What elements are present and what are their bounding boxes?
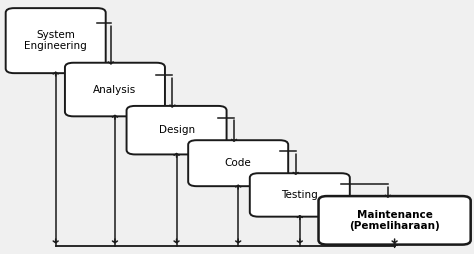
Text: Design: Design xyxy=(158,125,195,135)
Text: Maintenance
(Pemeliharaan): Maintenance (Pemeliharaan) xyxy=(349,210,440,231)
Text: Testing: Testing xyxy=(282,190,318,200)
Text: Code: Code xyxy=(225,158,252,168)
FancyBboxPatch shape xyxy=(250,173,350,217)
FancyBboxPatch shape xyxy=(65,63,165,116)
FancyBboxPatch shape xyxy=(319,196,471,245)
FancyBboxPatch shape xyxy=(188,140,288,186)
FancyBboxPatch shape xyxy=(127,106,227,154)
Text: System
Engineering: System Engineering xyxy=(24,30,87,52)
Text: Analysis: Analysis xyxy=(93,85,137,94)
FancyBboxPatch shape xyxy=(6,8,106,73)
